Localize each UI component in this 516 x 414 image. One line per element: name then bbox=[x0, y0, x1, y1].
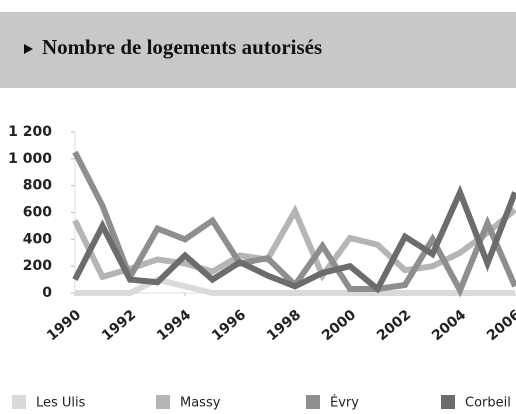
y-tick-label: 400 bbox=[23, 231, 52, 247]
legend-swatch bbox=[12, 395, 26, 409]
x-tick-label: 1994 bbox=[154, 307, 194, 344]
legend-label: Les Ulis bbox=[36, 396, 86, 411]
y-tick-label: 1 200 bbox=[8, 124, 52, 140]
x-tick-label: 2000 bbox=[319, 307, 359, 344]
y-tick-label: 1 000 bbox=[8, 151, 52, 167]
y-tick-label: 200 bbox=[23, 258, 52, 274]
y-tick-label: 600 bbox=[23, 205, 52, 221]
y-tick-label: 800 bbox=[23, 178, 52, 194]
legend-label: Massy bbox=[180, 396, 221, 411]
legend-label: Évry bbox=[330, 395, 359, 411]
x-tick-label: 2004 bbox=[429, 307, 469, 344]
x-tick-label: 2002 bbox=[374, 307, 414, 344]
legend-swatch bbox=[441, 395, 455, 409]
series-line bbox=[72, 184, 516, 294]
x-tick-label: 1998 bbox=[264, 307, 304, 344]
x-tick-label: 1990 bbox=[44, 307, 84, 344]
chart-title: Nombre de logements autorisés bbox=[42, 35, 322, 59]
header-band bbox=[0, 12, 516, 88]
legend-label: Corbeil bbox=[465, 396, 511, 411]
x-tick-label: 2006 bbox=[484, 307, 516, 344]
x-tick-label: 1996 bbox=[209, 307, 249, 344]
y-tick-label: 0 bbox=[42, 285, 52, 301]
x-tick-label: 1992 bbox=[99, 307, 139, 344]
legend-swatch bbox=[156, 395, 170, 409]
title-arrow bbox=[24, 44, 33, 54]
legend-swatch bbox=[306, 395, 320, 409]
